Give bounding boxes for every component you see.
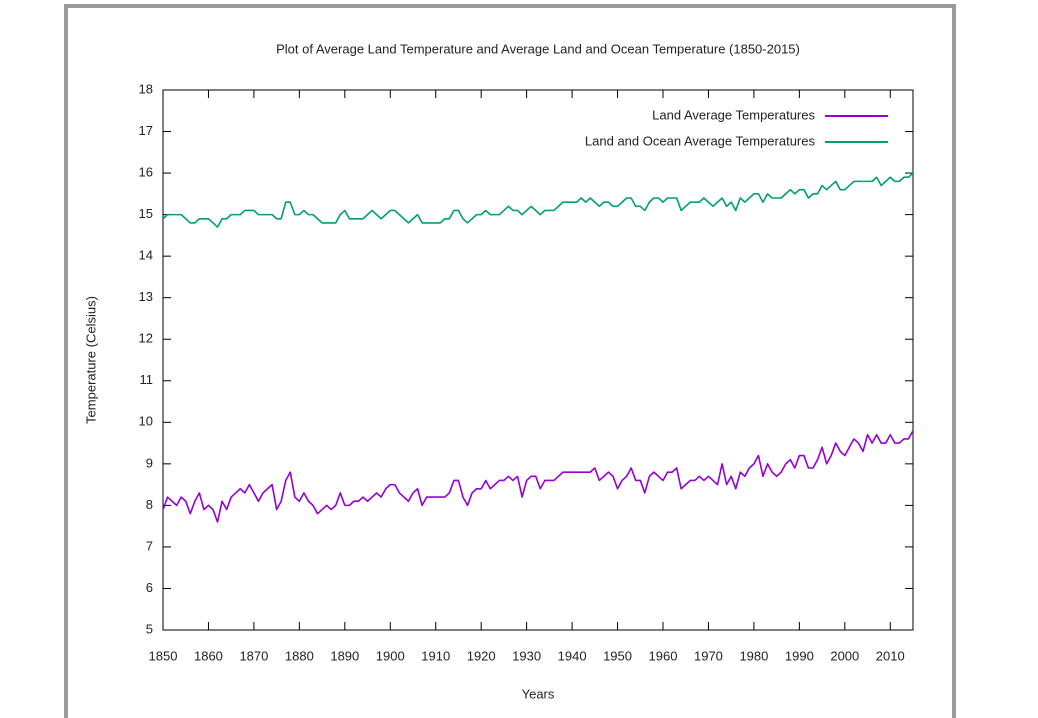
x-tick-label: 1880 — [285, 648, 314, 663]
y-tick-label: 7 — [146, 538, 153, 553]
x-tick-label: 1850 — [149, 648, 178, 663]
frame — [64, 4, 956, 718]
y-tick-label: 14 — [139, 248, 153, 263]
y-tick-label: 12 — [139, 331, 153, 346]
y-tick-label: 5 — [146, 621, 153, 636]
y-tick-label: 18 — [139, 81, 153, 96]
x-tick-label: 1950 — [603, 648, 632, 663]
x-tick-label: 1920 — [467, 648, 496, 663]
x-tick-label: 1870 — [239, 648, 268, 663]
x-tick-label: 1990 — [785, 648, 814, 663]
x-tick-label: 1910 — [421, 648, 450, 663]
x-tick-label: 1960 — [649, 648, 678, 663]
x-tick-label: 1860 — [194, 648, 223, 663]
y-tick-label: 9 — [146, 455, 153, 470]
y-tick-label: 15 — [139, 206, 153, 221]
data-line — [162, 172, 914, 228]
x-tick-label: 1940 — [558, 648, 587, 663]
y-tick-label: 11 — [140, 372, 154, 387]
y-tick-label: 8 — [146, 497, 153, 512]
x-tick-label: 1930 — [512, 648, 541, 663]
y-tick-label: 6 — [146, 580, 153, 595]
y-tick-label: 13 — [139, 289, 153, 304]
legend-label: Land Average Temperatures — [652, 107, 815, 122]
y-axis-label: Temperature (Celsius) — [83, 296, 98, 424]
y-tick-label: 16 — [139, 165, 153, 180]
chart-title: Plot of Average Land Temperature and Ave… — [276, 41, 800, 56]
x-tick-label: 1980 — [739, 648, 768, 663]
y-tick-label: 17 — [139, 123, 153, 138]
data-line — [162, 430, 914, 523]
legend-label: Land and Ocean Average Temperatures — [585, 133, 816, 148]
x-tick-label: 1890 — [330, 648, 359, 663]
x-tick-label: 2000 — [830, 648, 859, 663]
plot-border — [162, 89, 914, 631]
x-tick-label: 2010 — [876, 648, 905, 663]
x-axis-label: Years — [522, 686, 555, 701]
y-tick-label: 10 — [139, 414, 153, 429]
x-tick-label: 1970 — [694, 648, 723, 663]
x-tick-label: 1900 — [376, 648, 405, 663]
